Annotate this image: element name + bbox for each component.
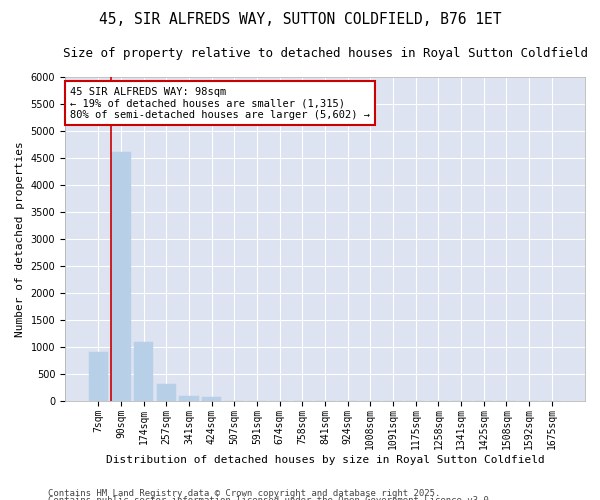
Bar (134, 342, 153, 400)
Text: 45, SIR ALFREDS WAY, SUTTON COLDFIELD, B76 1ET: 45, SIR ALFREDS WAY, SUTTON COLDFIELD, B… (99, 12, 501, 28)
Text: Contains public sector information licensed under the Open Government Licence v3: Contains public sector information licen… (48, 496, 494, 500)
Bar (112, 152, 131, 400)
Bar (179, 396, 199, 400)
Bar (157, 384, 176, 400)
Y-axis label: Number of detached properties: Number of detached properties (15, 141, 25, 336)
Bar (89, 352, 108, 401)
Text: 45 SIR ALFREDS WAY: 98sqm
← 19% of detached houses are smaller (1,315)
80% of se: 45 SIR ALFREDS WAY: 98sqm ← 19% of detac… (70, 86, 370, 120)
X-axis label: Distribution of detached houses by size in Royal Sutton Coldfield: Distribution of detached houses by size … (106, 455, 544, 465)
Text: Contains HM Land Registry data © Crown copyright and database right 2025.: Contains HM Land Registry data © Crown c… (48, 488, 440, 498)
Bar (202, 398, 221, 400)
Title: Size of property relative to detached houses in Royal Sutton Coldfield: Size of property relative to detached ho… (62, 48, 587, 60)
